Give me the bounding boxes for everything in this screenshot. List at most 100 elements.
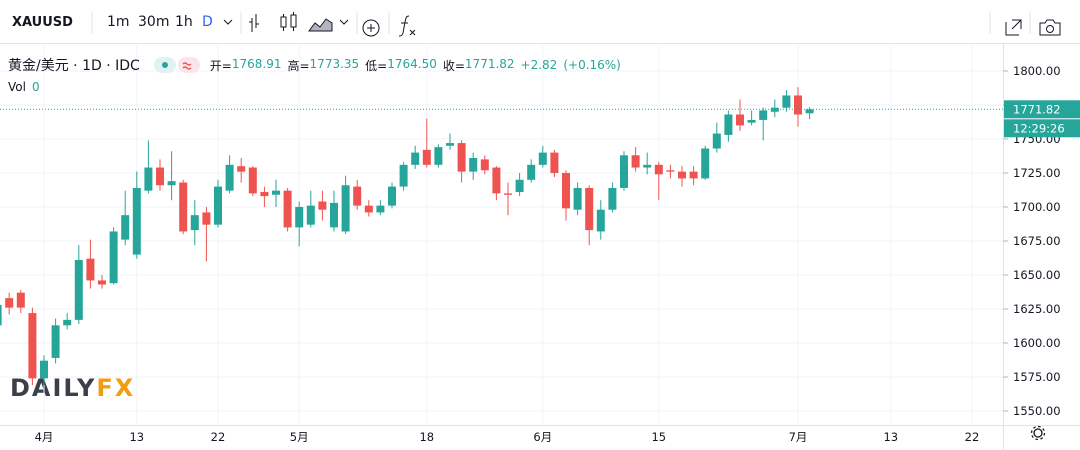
ohlc-label: 收=	[442, 58, 465, 73]
gear-teeth[interactable]	[1030, 425, 1046, 441]
candle-body	[469, 158, 478, 172]
candle-body	[689, 171, 698, 179]
countdown-box	[1004, 119, 1080, 138]
candle-body	[562, 172, 570, 209]
ohlc-value: 1773.35	[309, 56, 360, 71]
candle-body	[272, 190, 280, 195]
candle-body	[225, 164, 234, 191]
candle-body	[631, 155, 640, 168]
snapshot-icon[interactable]	[1039, 19, 1061, 36]
x-tick-label: 7月	[789, 430, 808, 444]
last-price-label: 1771.82	[1013, 102, 1061, 116]
candle-body	[16, 292, 25, 308]
candle-body	[121, 215, 130, 240]
volume-legend: Vol 0	[8, 80, 40, 94]
y-tick-label: 1725.00	[1013, 166, 1061, 180]
ohlc-label: 高=	[287, 58, 310, 73]
candle-body	[805, 109, 814, 114]
candle-body	[666, 170, 675, 172]
candle-body	[620, 155, 628, 188]
candle-body	[341, 185, 350, 232]
x-tick-label: 13	[129, 430, 144, 444]
candle-body	[573, 187, 582, 210]
candle-body	[422, 149, 431, 165]
candle-body	[399, 164, 408, 187]
logo-part: DAILY	[10, 374, 96, 402]
candle-body	[446, 143, 454, 146]
settings-icon[interactable]	[1030, 425, 1046, 441]
candles-icon[interactable]	[280, 12, 297, 31]
candle-body	[179, 182, 188, 232]
change-pct: (+0.16%)	[563, 58, 621, 72]
interval-active[interactable]: D	[202, 14, 213, 30]
x-tick-label: 4月	[35, 430, 54, 444]
candle-body	[411, 152, 420, 165]
interval[interactable]: 1m	[107, 14, 130, 30]
candle-body	[538, 152, 547, 165]
ohlc-value: 1768.91	[231, 56, 282, 71]
candle-body	[202, 212, 211, 225]
x-tick-label: 18	[419, 430, 434, 444]
x-tick-label: 13	[883, 430, 898, 444]
candle-body	[701, 148, 710, 179]
candle-body	[678, 171, 686, 179]
candle-body	[457, 143, 466, 172]
volume-value: 0	[31, 80, 40, 94]
logo: DAILYFX	[10, 374, 135, 402]
volume-label: Vol	[8, 80, 26, 94]
badge-wave	[182, 62, 192, 70]
area-icon[interactable]	[308, 18, 333, 32]
candle-body	[782, 95, 791, 108]
y-tick-label: 1700.00	[1013, 200, 1061, 214]
y-tick-label: 1600.00	[1013, 336, 1061, 350]
candle-body	[434, 147, 443, 165]
candle-body	[747, 119, 756, 123]
gear[interactable]	[1033, 428, 1043, 438]
candle-body	[585, 187, 594, 231]
y-tick-label: 1550.00	[1013, 404, 1061, 418]
candle-body	[156, 167, 164, 186]
candle-body	[248, 167, 257, 194]
candle-body	[0, 304, 2, 326]
grid	[0, 45, 1003, 425]
compare-icon[interactable]	[362, 19, 380, 37]
y-tick-label: 1675.00	[1013, 234, 1061, 248]
y-tick-label: 1800.00	[1013, 64, 1061, 78]
legend: 黄金/美元 · 1D · IDC 开= 1768.91 高= 1773.35 低= 176…	[8, 55, 627, 75]
legend-title: 黄金/美元 · 1D · IDC	[8, 58, 140, 74]
compare-plus[interactable]	[367, 24, 375, 32]
x-tick-label: 22	[965, 430, 980, 444]
ohlc-value: 1771.82	[464, 56, 515, 71]
candle-body	[86, 258, 95, 281]
interval[interactable]: 1h	[175, 14, 193, 30]
candle-body	[214, 186, 222, 225]
candle-body	[388, 186, 396, 206]
interval[interactable]: 30m	[138, 14, 170, 30]
bars-icon[interactable]	[249, 14, 259, 32]
badge-dot	[161, 62, 168, 68]
candle-body	[109, 231, 118, 284]
fullscreen-icon[interactable]	[1005, 19, 1022, 36]
ohlc-value: 1764.50	[387, 56, 437, 71]
candle-body	[306, 205, 315, 225]
symbol[interactable]: XAUUSD	[12, 15, 73, 30]
candle-body	[515, 179, 524, 193]
indicators-icon[interactable]	[398, 15, 416, 37]
ohlc-label: 开=	[209, 58, 232, 73]
candle-body	[5, 298, 14, 308]
candle-body	[318, 201, 327, 210]
y-tick-label: 1650.00	[1013, 268, 1061, 282]
snapshot-lens[interactable]	[1046, 25, 1054, 33]
candle-body	[283, 190, 292, 228]
candle-body	[376, 205, 385, 213]
chevron[interactable]	[223, 19, 233, 25]
x-tick-label: 6月	[533, 430, 552, 444]
toolbar-icons	[91, 12, 1061, 37]
candle-body	[330, 202, 338, 228]
candle-body	[353, 186, 362, 206]
chevron[interactable]	[339, 19, 349, 25]
y-tick-label: 1625.00	[1013, 302, 1061, 316]
candle-body	[736, 114, 744, 126]
candle-body	[144, 167, 153, 191]
